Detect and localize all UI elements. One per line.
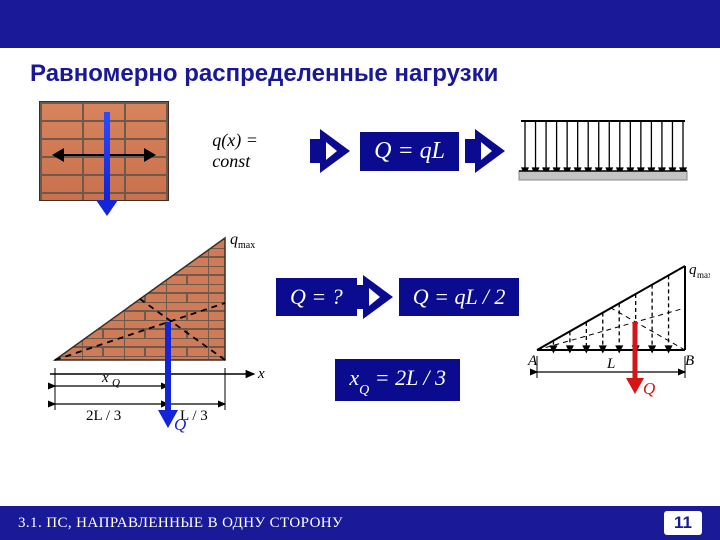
svg-text:q: q: [689, 262, 697, 278]
svg-text:A: A: [527, 353, 538, 369]
svg-text:Q: Q: [174, 415, 186, 434]
arrow-1: [320, 129, 350, 173]
brick-vforce: [104, 112, 110, 204]
svg-text:x: x: [101, 370, 109, 386]
footer-page: 11: [664, 511, 702, 535]
uniform-load-diagram: [515, 113, 690, 189]
formula-xQ: xQ = 2L / 3: [335, 359, 460, 401]
row-triangular: q max x x Q 2L / 3 L / 3: [40, 230, 690, 435]
tri-formulas: Q = ? Q = qL / 2 xQ = 2L / 3: [276, 275, 519, 401]
svg-text:Q: Q: [112, 377, 120, 389]
content: q(x) = const Q = qL: [0, 102, 720, 435]
formula-Q-qL2: Q = qL / 2: [399, 278, 520, 316]
svg-text:2L / 3: 2L / 3: [86, 408, 121, 424]
tri-schematic: q max A B L Q: [525, 260, 705, 425]
top-band: [0, 0, 720, 48]
arrow-3: [363, 275, 393, 319]
formula-Q-unknown: Q = ?: [276, 278, 357, 316]
tri-brick: q max x x Q 2L / 3 L / 3: [40, 230, 270, 435]
svg-text:x: x: [257, 366, 265, 382]
formula-q-const: q(x) = const: [212, 130, 296, 172]
page-title: Равномерно распределенные нагрузки: [0, 48, 720, 102]
svg-text:L: L: [606, 356, 615, 372]
brick-square: [40, 102, 168, 200]
qmax-label: q: [230, 231, 238, 248]
svg-text:Q: Q: [643, 379, 655, 398]
svg-text:max: max: [238, 240, 255, 251]
formula-Q-qL: Q = qL: [360, 132, 459, 171]
row-uniform: q(x) = const Q = qL: [40, 102, 690, 200]
svg-text:max: max: [697, 270, 710, 280]
arrow-2: [475, 129, 505, 173]
footer-section: 3.1. ПС, НАПРАВЛЕННЫЕ В ОДНУ СТОРОНУ: [18, 515, 343, 532]
footer: 3.1. ПС, НАПРАВЛЕННЫЕ В ОДНУ СТОРОНУ 11: [0, 506, 720, 540]
svg-text:B: B: [685, 353, 694, 369]
